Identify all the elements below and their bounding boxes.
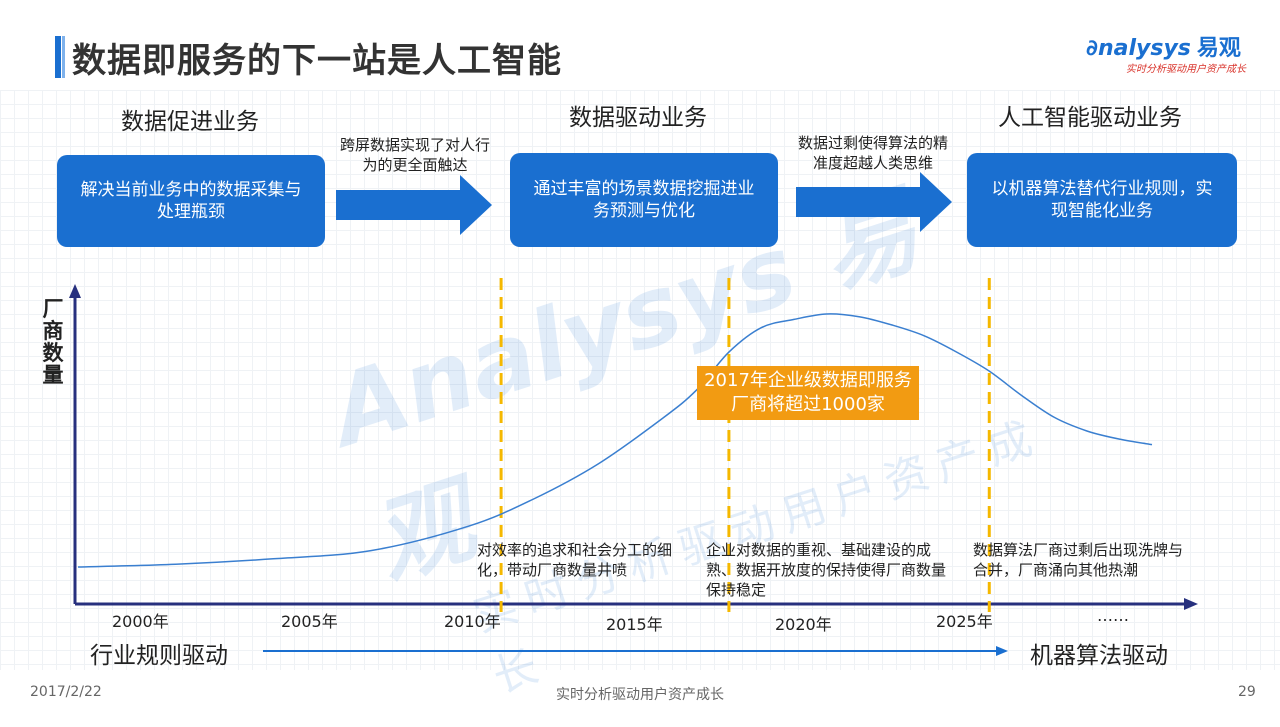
page-number: 29 bbox=[1238, 684, 1256, 700]
x-tick-2025: 2025年 bbox=[936, 608, 993, 632]
y-axis-arrowhead bbox=[69, 284, 81, 298]
x-tick-2010: 2010年 bbox=[444, 608, 501, 632]
annotation-2: 企业对数据的重视、基础建设的成熟、数据开放度的保持使得厂商数量保持稳定 bbox=[706, 540, 946, 600]
callout-text: 2017年企业级数据即服务厂商将超过1000家 bbox=[697, 369, 919, 417]
driver-left-label: 行业规则驱动 bbox=[90, 636, 228, 670]
x-tick-ellipsis: …… bbox=[1097, 606, 1129, 625]
x-tick-2000: 2000年 bbox=[112, 608, 169, 632]
x-axis-arrowhead bbox=[1184, 598, 1198, 610]
series-line bbox=[78, 314, 1152, 567]
x-tick-2005: 2005年 bbox=[281, 608, 338, 632]
x-tick-2015: 2015年 bbox=[606, 611, 663, 635]
driver-right-label: 机器算法驱动 bbox=[1030, 636, 1168, 670]
callout-box: 2017年企业级数据即服务厂商将超过1000家 bbox=[697, 366, 919, 420]
footer-tagline: 实时分析驱动用户资产成长 bbox=[0, 684, 1280, 704]
annotation-3: 数据算法厂商过剩后出现洗牌与合并，厂商涌向其他热潮 bbox=[973, 540, 1193, 580]
driver-arrowhead bbox=[996, 646, 1008, 656]
annotation-1: 对效率的追求和社会分工的细化，带动厂商数量井喷 bbox=[477, 540, 682, 580]
x-tick-2020: 2020年 bbox=[775, 611, 832, 635]
